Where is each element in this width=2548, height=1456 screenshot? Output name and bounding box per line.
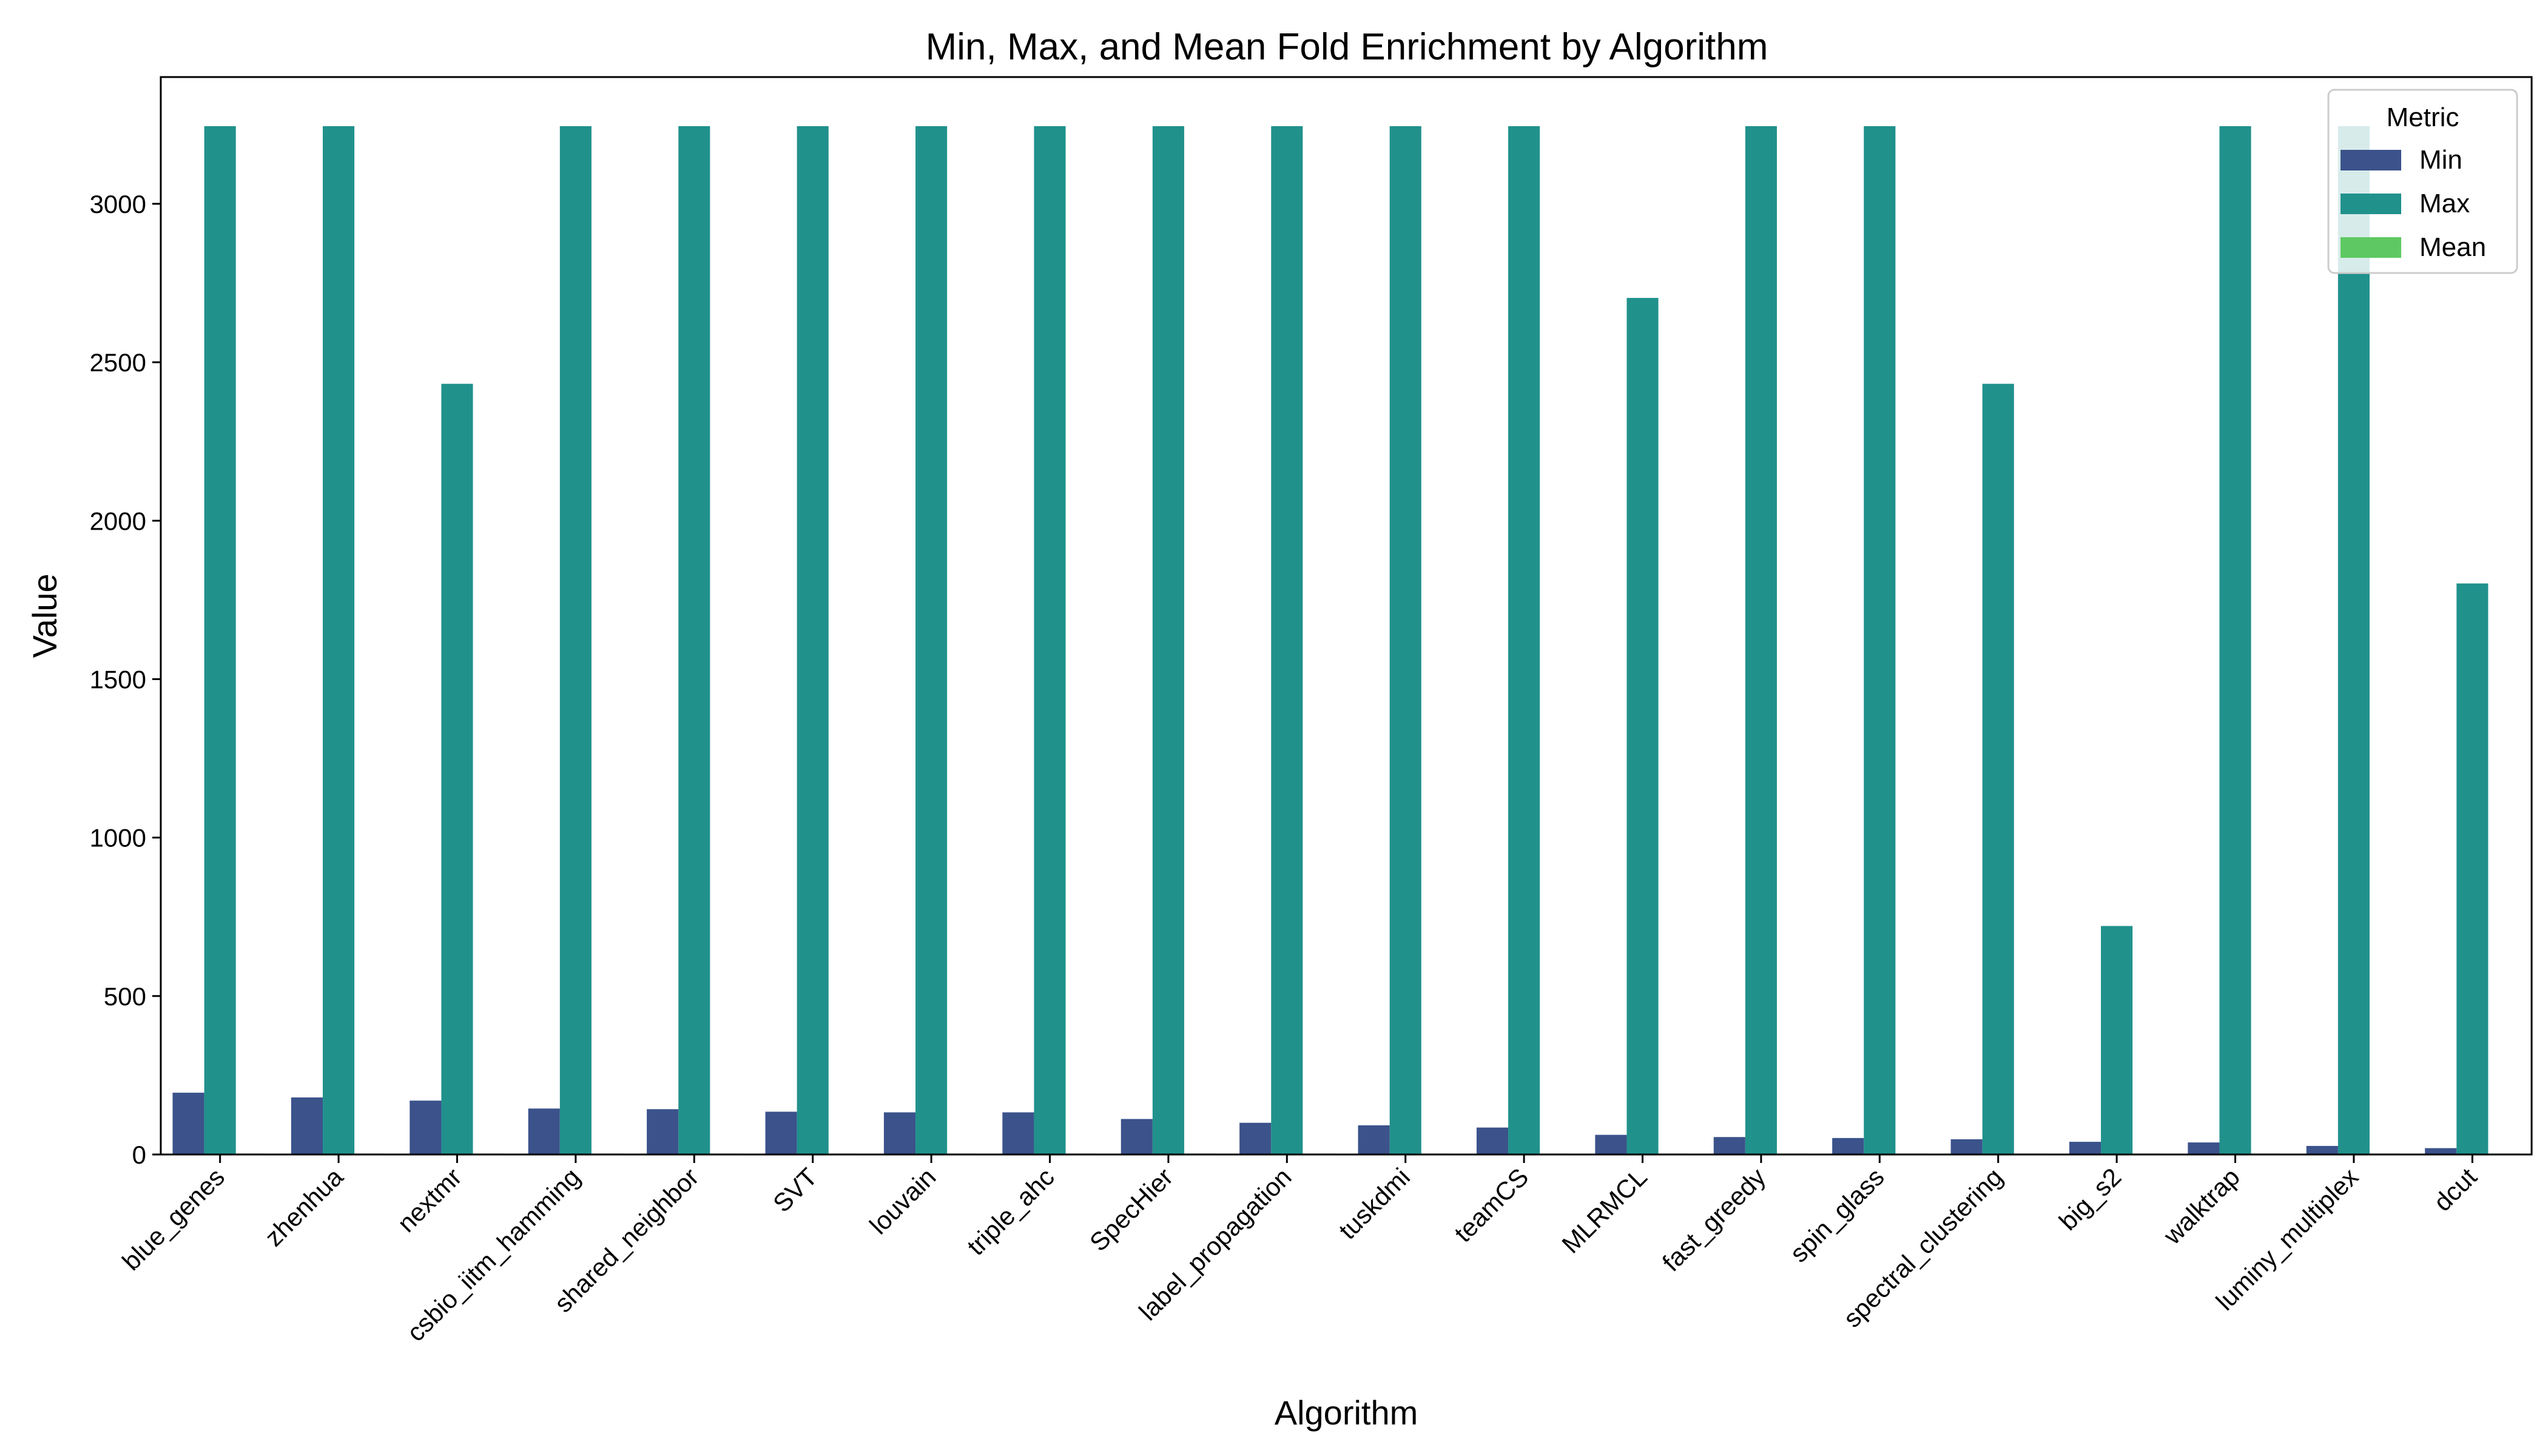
bar-min-big-s2 <box>2069 1142 2101 1154</box>
bar-min-svt <box>765 1111 797 1154</box>
legend-title: Metric <box>2387 103 2459 132</box>
legend-swatch-max <box>2341 194 2401 214</box>
y-tick-label: 1500 <box>90 665 146 693</box>
bar-max-mlrmcl <box>1626 298 1659 1155</box>
legend-swatch-min <box>2341 150 2401 170</box>
bar-min-mlrmcl <box>1595 1134 1627 1154</box>
bar-min-spechier <box>1121 1119 1153 1154</box>
bar-min-zhenhua <box>291 1097 323 1154</box>
bar-max-dcut <box>2456 583 2489 1154</box>
bar-max-louvain <box>915 126 948 1155</box>
y-tick-label: 0 <box>132 1141 146 1169</box>
bar-min-dcut <box>2425 1148 2457 1154</box>
bar-min-walktrap <box>2188 1142 2220 1154</box>
bar-max-triple-ahc <box>1034 126 1066 1155</box>
legend-label-mean: Mean <box>2419 232 2486 262</box>
bar-min-label-propagation <box>1239 1122 1272 1154</box>
bar-min-louvain <box>883 1112 916 1154</box>
bar-min-spin-glass <box>1832 1138 1864 1154</box>
legend-label-max: Max <box>2419 189 2470 218</box>
legend-label-min: Min <box>2419 145 2462 175</box>
bars-group <box>172 126 2520 1155</box>
bar-max-shared-neighbor <box>678 126 710 1155</box>
bar-max-nextmr <box>441 383 473 1154</box>
y-axis-label: Value <box>25 573 64 658</box>
x-axis-label: Algorithm <box>1275 1394 1418 1432</box>
bar-min-spectral-clustering <box>1950 1139 1983 1154</box>
bar-max-fast-greedy <box>1745 126 1777 1155</box>
bar-min-tuskdmi <box>1358 1125 1390 1154</box>
bar-max-svt <box>797 126 829 1155</box>
legend-swatch-mean <box>2341 237 2401 258</box>
bar-min-nextmr <box>410 1100 442 1154</box>
legend-box <box>2327 89 2518 274</box>
bar-max-spechier <box>1152 126 1184 1155</box>
y-tick-label: 1000 <box>90 824 146 852</box>
bar-max-walktrap <box>2219 126 2251 1155</box>
bar-max-zhenhua <box>323 126 355 1155</box>
bar-min-teamcs <box>1476 1127 1509 1154</box>
bar-min-shared-neighbor <box>647 1109 679 1154</box>
bar-min-luminy-multiplex <box>2306 1145 2338 1154</box>
plot-frame <box>160 76 2533 1156</box>
chart-title: Min, Max, and Mean Fold Enrichment by Al… <box>926 26 1768 68</box>
y-tick-label: 3000 <box>90 190 146 218</box>
y-axis: 0 500 1000 1500 2000 2500 3000 <box>90 190 161 1169</box>
bar-max-luminy-multiplex <box>2337 126 2370 1155</box>
bar-min-blue-genes <box>172 1093 204 1154</box>
bar-max-big-s2 <box>2101 926 2133 1154</box>
bar-max-teamcs <box>1508 126 1540 1155</box>
legend: Metric Min Max Mean <box>2327 89 2518 274</box>
y-tick-label: 2500 <box>90 348 146 377</box>
bar-max-spin-glass <box>1864 126 1896 1155</box>
bar-min-csbio-iitm-hamming <box>528 1108 560 1154</box>
bar-min-fast-greedy <box>1713 1137 1745 1154</box>
bar-max-blue-genes <box>204 126 236 1155</box>
bar-max-spectral-clustering <box>1982 383 2014 1154</box>
bar-max-csbio-iitm-hamming <box>559 126 592 1155</box>
y-tick-label: 2000 <box>90 507 146 535</box>
bar-max-label-propagation <box>1271 126 1303 1155</box>
bar-min-triple-ahc <box>1002 1112 1034 1154</box>
bar-max-tuskdmi <box>1389 126 1421 1155</box>
y-tick-label: 500 <box>104 982 146 1011</box>
